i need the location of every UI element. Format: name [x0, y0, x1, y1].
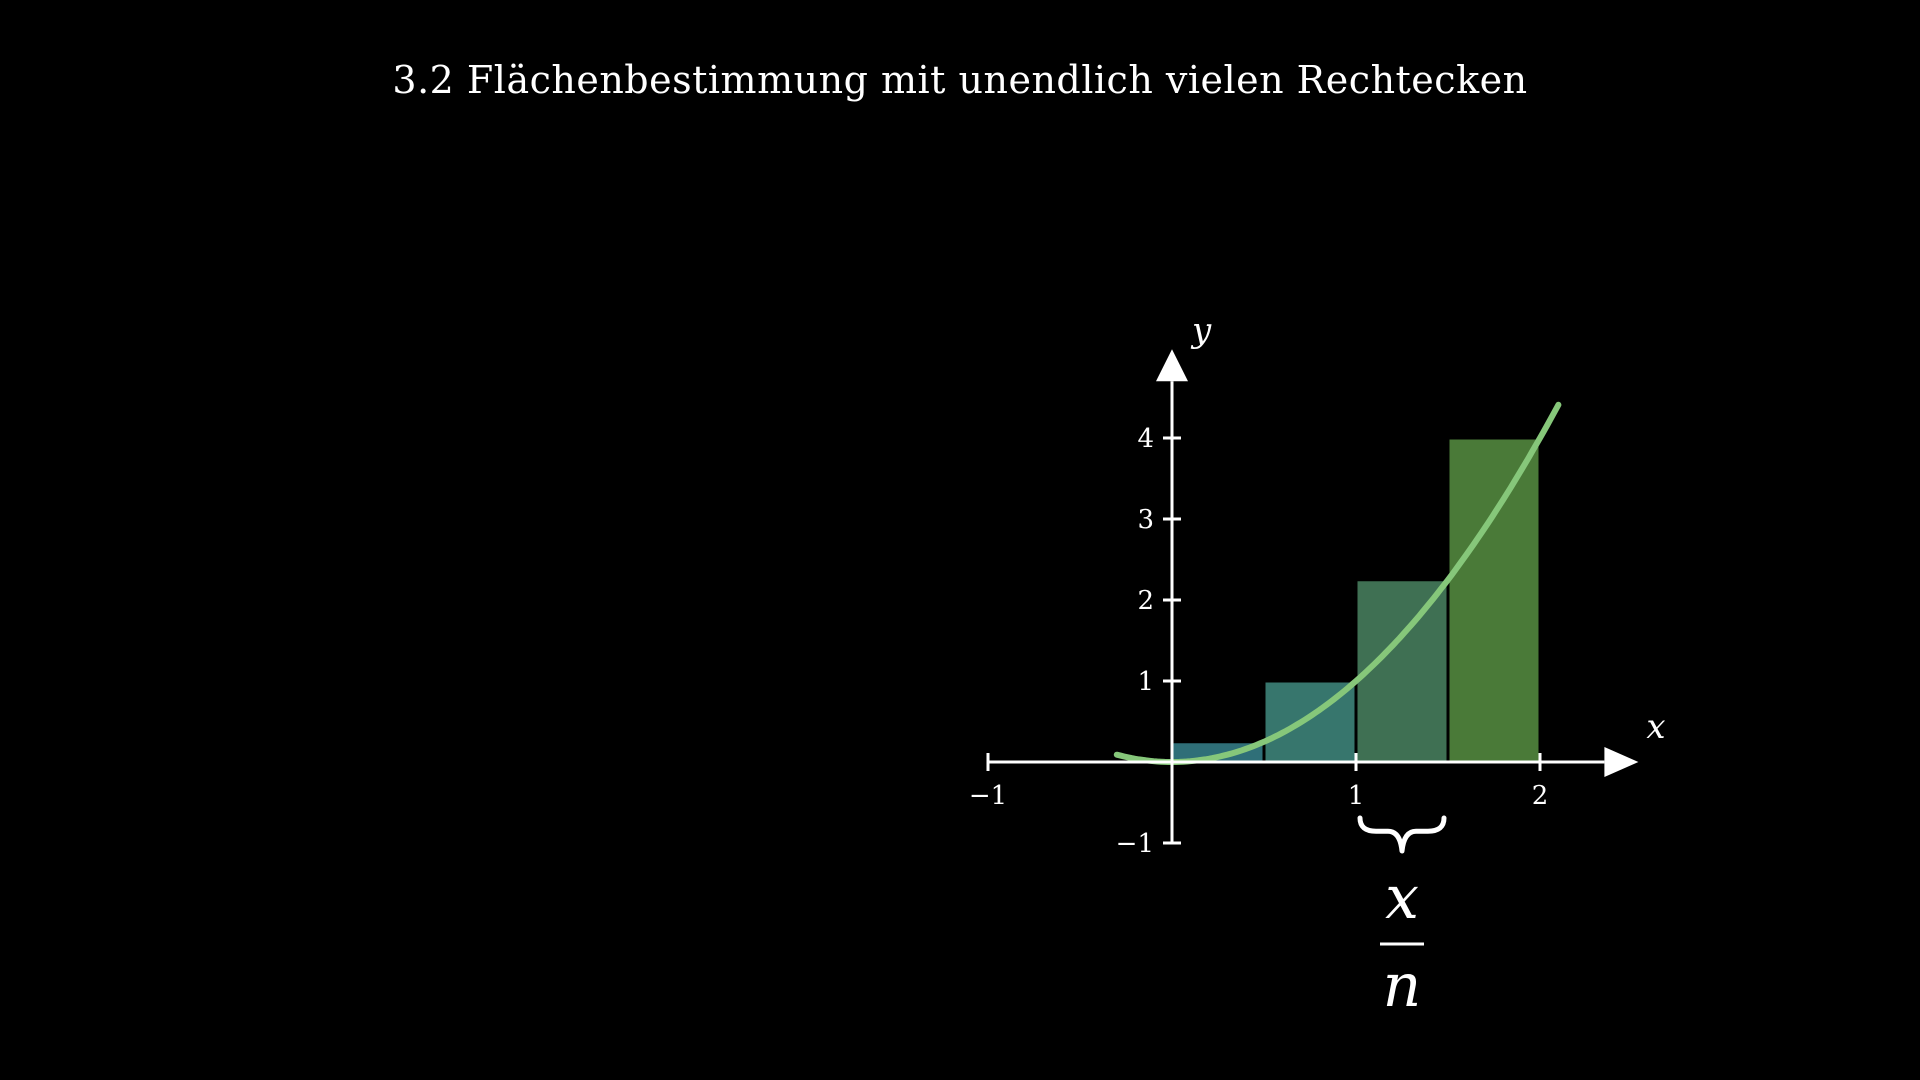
x-tick-label: 1: [1348, 781, 1365, 811]
y-tick-label: −1: [1116, 829, 1154, 859]
fraction-numerator: x: [1385, 863, 1419, 933]
x-tick-label: −1: [969, 781, 1007, 811]
interval-brace-annotation: x n: [1357, 815, 1447, 1021]
y-tick-label: 1: [1137, 667, 1154, 697]
slide-title: 3.2 Flächenbestimmung mit unendlich viel…: [392, 58, 1528, 102]
riemann-rectangles: [1170, 436, 1542, 764]
riemann-rectangle-4: [1446, 436, 1542, 764]
fraction-denominator: n: [1383, 951, 1422, 1021]
y-axis-arrowhead: [1156, 349, 1188, 382]
curly-brace: [1357, 815, 1447, 854]
x-axis-arrowhead: [1604, 747, 1639, 777]
x-axis-label: x: [1646, 707, 1665, 747]
y-tick-label: 3: [1137, 505, 1154, 535]
y-axis-label: y: [1190, 310, 1212, 350]
y-tick-label: 2: [1137, 586, 1154, 616]
coordinate-axes: −1 1 2 −1 1 2 3 4 x y: [969, 310, 1666, 859]
x-tick-label: 2: [1532, 781, 1549, 811]
axis-ticks: −1 1 2 −1 1 2 3 4: [969, 424, 1548, 859]
y-tick-label: 4: [1137, 424, 1154, 454]
